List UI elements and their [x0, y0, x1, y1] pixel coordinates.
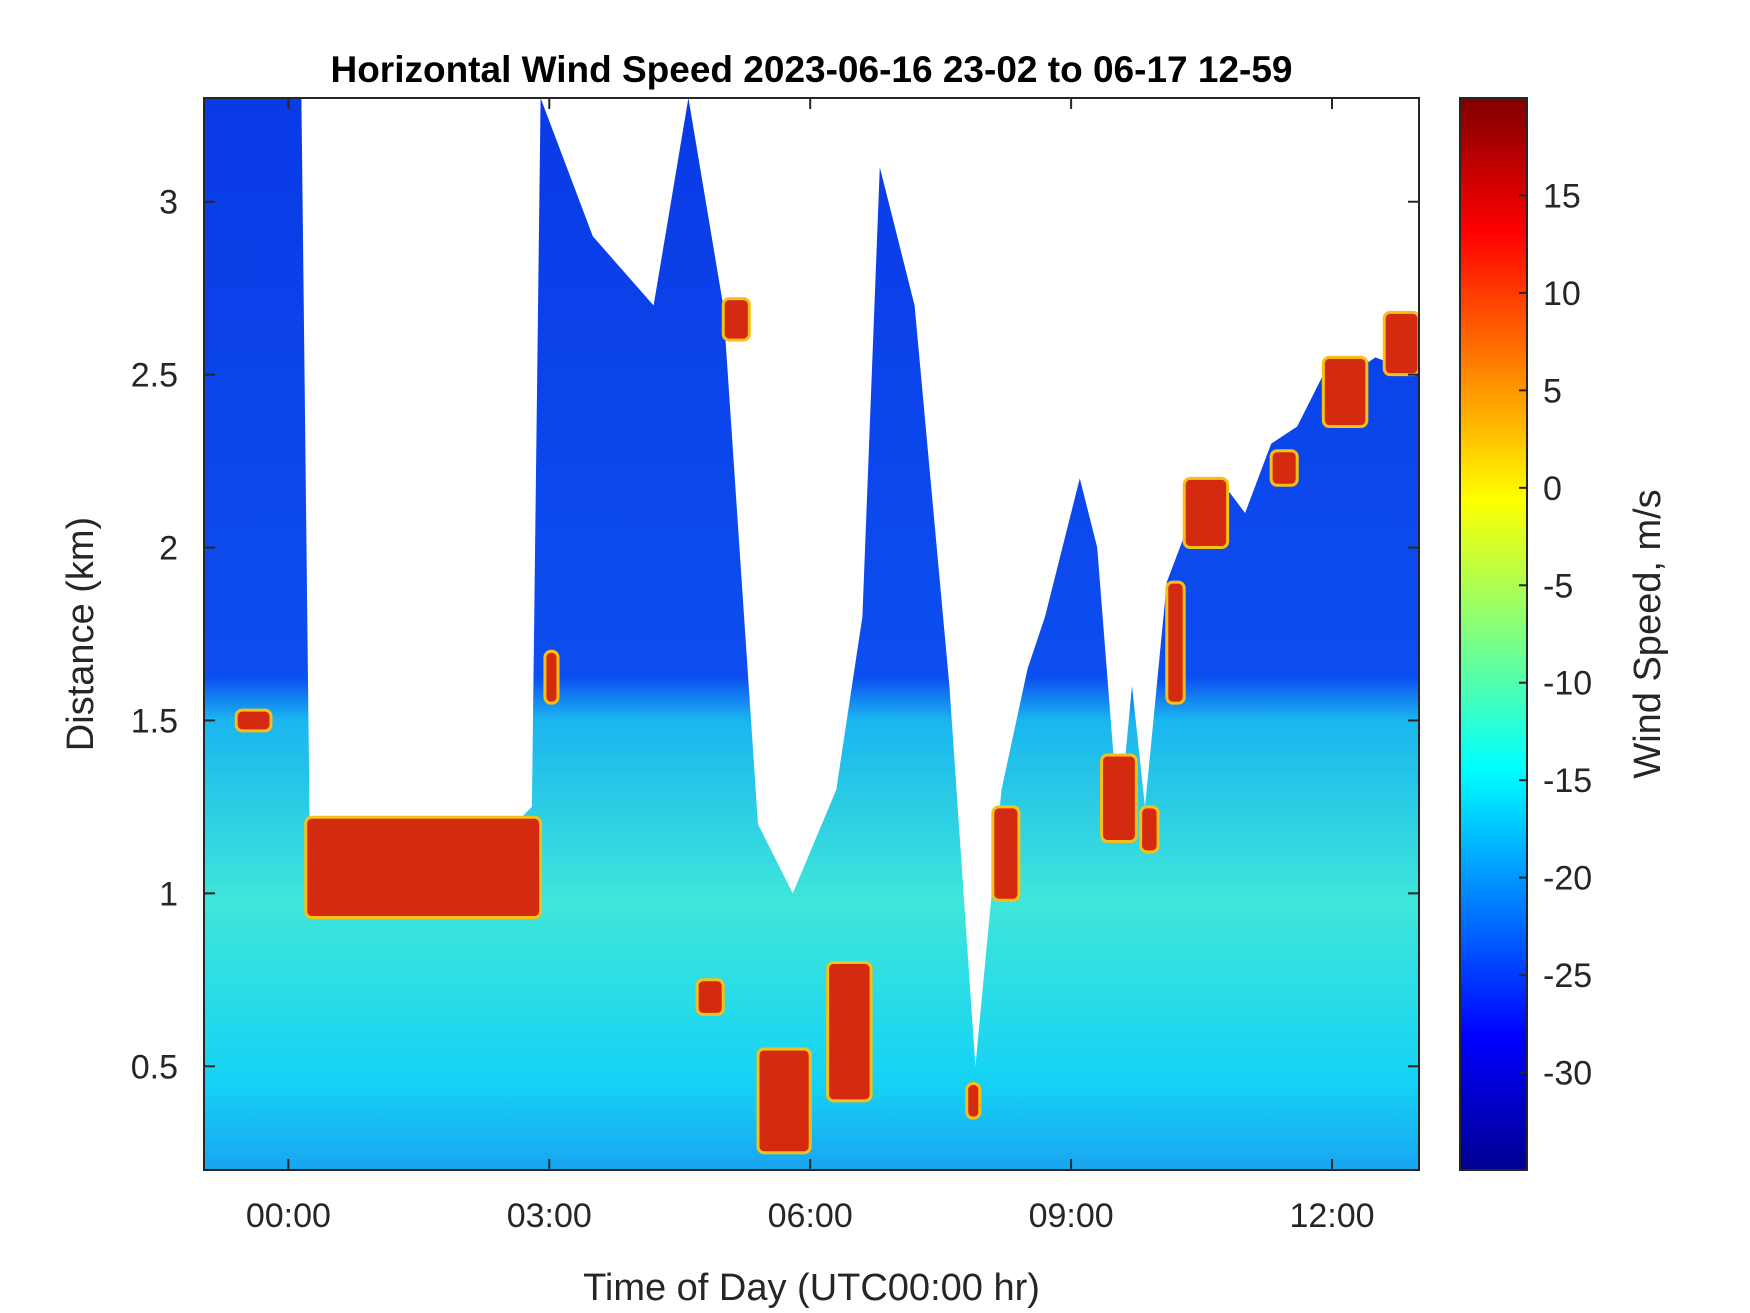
colorbar-tick-label: 0 [1543, 470, 1562, 508]
jet-layers [234, 297, 1419, 1155]
jet-layer-10 [1100, 753, 1138, 843]
y-axis-label: Distance (km) [60, 517, 102, 751]
x-tick-label: 06:00 [768, 1197, 853, 1235]
colorbar-label: Wind Speed, m/s [1627, 489, 1669, 778]
jet-layer-8 [965, 1082, 982, 1120]
y-tick-label: 2.5 [131, 357, 178, 395]
jet-layer-14 [1269, 449, 1299, 487]
colorbar-tick-label: -10 [1543, 665, 1592, 703]
jet-layer-7 [826, 961, 873, 1103]
jet-layer-5 [721, 297, 751, 342]
x-axis-label: Time of Day (UTC00:00 hr) [583, 1267, 1040, 1309]
jet-layer-13 [1182, 476, 1230, 550]
jet-layer-1 [234, 708, 273, 733]
jet-layer-15 [1321, 355, 1369, 429]
y-tick-label: 1.5 [131, 702, 178, 740]
jet-layer-6 [756, 1047, 812, 1155]
y-axis: 0.5 1 1.5 2 2.5 3 [131, 184, 1419, 1086]
colorbar-tick-label: 10 [1543, 275, 1581, 313]
jet-layer-12 [1165, 580, 1186, 705]
x-tick-label: 12:00 [1289, 1197, 1374, 1235]
y-tick-label: 0.5 [131, 1048, 178, 1086]
jet-layer-16 [1382, 310, 1419, 377]
colorbar-tick-label: -15 [1543, 762, 1592, 800]
jet-layer-3 [543, 649, 560, 705]
colorbar-tick-label: 15 [1543, 177, 1581, 215]
colorbar-tick-label: -25 [1543, 957, 1592, 995]
wind-speed-field [204, 98, 1419, 1170]
jet-layer-4 [695, 978, 725, 1016]
x-axis: 00:00 03:00 06:00 09:00 12:00 [246, 98, 1375, 1235]
colorbar-gradient [1459, 97, 1528, 1171]
jet-layer-9 [991, 805, 1021, 902]
y-tick-label: 2 [159, 530, 178, 568]
colorbar-ticks: 15 10 5 0 -5 -10 -15 -20 -25 -30 [1519, 177, 1592, 1093]
y-tick-label: 3 [159, 184, 178, 222]
plot-area: 00:00 03:00 06:00 09:00 12:00 0.5 1 1.5 2 2.5 3 [131, 97, 1420, 1235]
x-tick-label: 09:00 [1029, 1197, 1114, 1235]
x-tick-label: 00:00 [246, 1197, 331, 1235]
plot-frame [203, 97, 1420, 1171]
chart-title: Horizontal Wind Speed 2023-06-16 23-02 t… [330, 49, 1292, 90]
x-tick-label: 03:00 [507, 1197, 592, 1235]
colorbar-tick-label: 5 [1543, 372, 1562, 410]
colorbar-tick-label: -5 [1543, 567, 1573, 605]
colorbar: 15 10 5 0 -5 -10 -15 -20 -25 -30 [1459, 97, 1592, 1171]
y-tick-label: 1 [159, 875, 178, 913]
jet-layer-2 [304, 815, 543, 920]
jet-layer-11 [1139, 805, 1160, 854]
colorbar-tick-label: -30 [1543, 1055, 1592, 1093]
colorbar-tick-label: -20 [1543, 860, 1592, 898]
